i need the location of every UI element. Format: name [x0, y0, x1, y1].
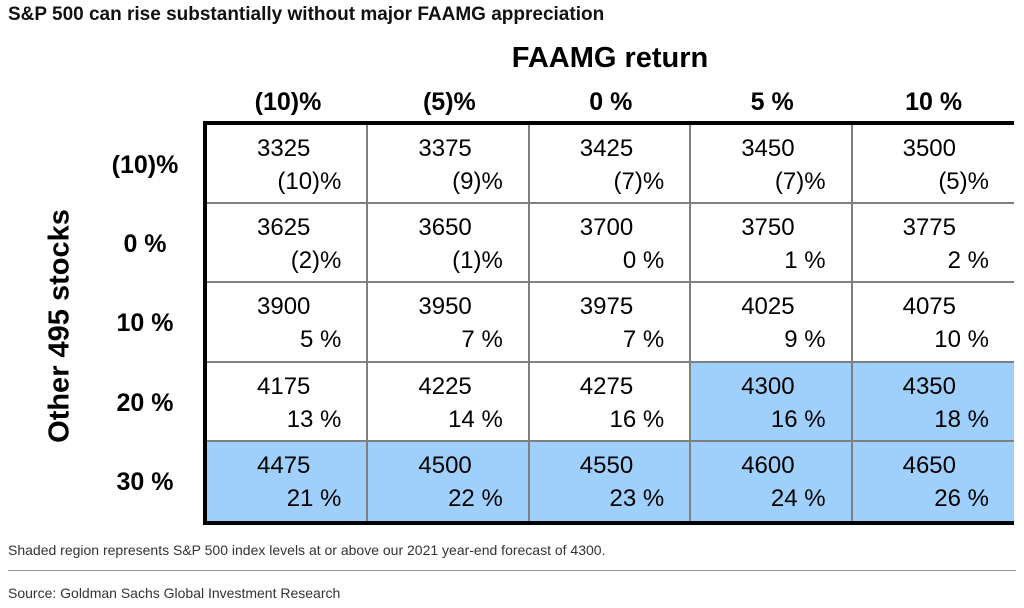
percent-change: (9)% [452, 168, 503, 195]
index-level: 3425 [579, 135, 634, 162]
table-cell: 4175 13 % [207, 362, 369, 442]
percent-change: 18 % [934, 405, 989, 433]
column-group-title: FAAMG return [511, 42, 709, 74]
percent-change: 24 % [770, 484, 826, 512]
table-cell: 4275 16 % [529, 362, 692, 442]
index-level: 3950 [418, 293, 472, 321]
column-header: 10 % [905, 88, 963, 116]
row-header: 10 % [116, 309, 174, 338]
index-level: 4175 [257, 372, 311, 400]
percent-change: 7 % [622, 326, 665, 354]
percent-change: 0 % [622, 247, 665, 275]
table-cell: 4550 23 % [529, 441, 692, 521]
source-note: Source: Goldman Sachs Global Investment … [8, 585, 341, 601]
percent-change: 9 % [784, 326, 826, 354]
index-level: 4225 [418, 372, 472, 400]
index-level: 4300 [741, 372, 795, 400]
column-header: (5)% [422, 88, 476, 116]
percent-change: 14 % [448, 405, 503, 433]
table-cell: 3625 (2)% [207, 204, 369, 284]
table-cell: 4500 22 % [368, 441, 530, 521]
index-level: 4025 [741, 293, 795, 321]
percent-change: 22 % [448, 484, 503, 512]
table-cell: 4225 14 % [368, 362, 530, 442]
percent-change: 5 % [300, 326, 342, 354]
index-level: 4500 [418, 451, 472, 479]
index-level: 3325 [257, 135, 311, 162]
index-level: 3975 [579, 293, 634, 321]
divider [8, 570, 1016, 571]
percent-change: 7 % [461, 326, 503, 354]
index-level: 3625 [257, 214, 311, 242]
table-cell: 3750 1 % [691, 204, 853, 284]
table-cell: 3950 7 % [368, 283, 530, 363]
table-cell: 3775 2 % [852, 204, 1014, 284]
percent-change: 2 % [947, 247, 989, 275]
table-cell: 3650 (1)% [368, 204, 530, 284]
table-cell: 3375 (9)% [368, 125, 530, 205]
index-level: 4475 [257, 451, 311, 479]
percent-change: (10)% [277, 168, 342, 195]
percent-change: (7)% [613, 168, 665, 195]
table-cell: 3425 (7)% [529, 125, 692, 205]
table-cell: 4300 16 % [691, 362, 853, 442]
table-cell: 4025 9 % [691, 283, 853, 363]
row-group-title: Other 495 stocks [43, 209, 76, 443]
index-level: 3750 [741, 214, 795, 242]
index-level: 3900 [257, 293, 311, 321]
row-header: (10)% [111, 151, 179, 179]
table-cell: 4350 18 % [852, 362, 1014, 442]
index-level: 4600 [741, 451, 795, 479]
table-cell: 3450 (7)% [691, 125, 853, 205]
percent-change: 26 % [934, 484, 989, 512]
percent-change: 1 % [784, 247, 826, 275]
column-header: (10)% [254, 88, 322, 116]
percent-change: (5)% [938, 168, 989, 195]
table-cell: 4650 26 % [852, 441, 1014, 521]
column-header: 5 % [750, 88, 794, 116]
percent-change: 16 % [609, 405, 665, 433]
index-level: 3775 [902, 214, 956, 242]
index-level: 4550 [579, 451, 634, 479]
index-level: 3700 [579, 214, 634, 242]
percent-change: (1)% [452, 247, 503, 275]
index-level: 3650 [418, 214, 472, 242]
table-cell: 4075 10 % [852, 283, 1014, 363]
chart-title: S&P 500 can rise substantially without m… [8, 4, 605, 25]
percent-change: 16 % [770, 405, 826, 433]
index-level: 3450 [741, 135, 795, 162]
table-cell: 3325 (10)% [207, 125, 369, 205]
percent-change: (2)% [290, 247, 342, 275]
index-level: 4650 [902, 451, 956, 479]
column-header: 0 % [589, 88, 633, 116]
row-header: 30 % [116, 467, 174, 496]
index-level: 3500 [902, 135, 956, 162]
percent-change: 10 % [934, 326, 989, 354]
table-cell: 3975 7 % [529, 283, 692, 363]
index-level: 4350 [902, 372, 956, 400]
percent-change: 21 % [286, 484, 342, 512]
row-header: 20 % [116, 388, 174, 417]
scenario-table: 3325 (10)% 3375 (9)% 3425 (7)% 3450 (7)% 3500 (5)… [203, 121, 1014, 525]
percent-change: (7)% [774, 168, 826, 195]
percent-change: 23 % [609, 484, 665, 512]
row-header: 0 % [123, 230, 167, 259]
footnote: Shaded region represents S&P 500 index l… [8, 542, 606, 558]
table-cell: 3700 0 % [529, 204, 692, 284]
index-level: 3375 [418, 135, 472, 162]
percent-change: 13 % [286, 405, 342, 433]
table-cell: 3900 5 % [207, 283, 369, 363]
table-cell: 3500 (5)% [852, 125, 1014, 205]
index-level: 4075 [902, 293, 956, 321]
table-cell: 4600 24 % [691, 441, 853, 521]
table-cell: 4475 21 % [207, 441, 369, 521]
index-level: 4275 [579, 372, 634, 400]
